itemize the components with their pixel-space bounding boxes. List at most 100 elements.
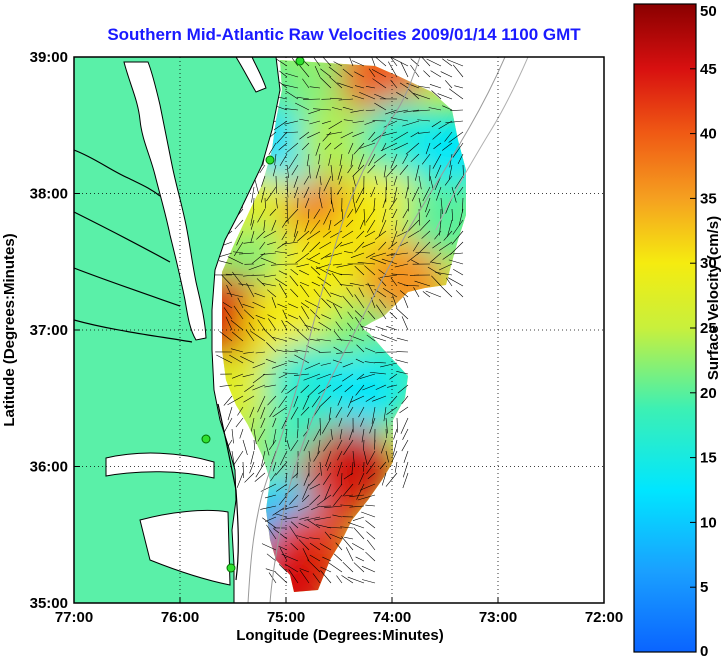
velocity-vector bbox=[452, 219, 464, 235]
velocity-vector bbox=[356, 230, 365, 239]
velocity-vector bbox=[272, 417, 277, 428]
colorbar-tick-label: 40 bbox=[700, 126, 717, 143]
velocity-vector bbox=[302, 78, 310, 89]
velocity-vector bbox=[390, 277, 398, 287]
velocity-vector bbox=[368, 68, 376, 78]
velocity-vector bbox=[352, 131, 365, 137]
velocity-vector bbox=[391, 57, 409, 67]
velocity-vector bbox=[278, 494, 288, 506]
site-marker bbox=[265, 155, 275, 165]
velocity-vector bbox=[299, 118, 310, 122]
velocity-vector bbox=[227, 256, 244, 265]
velocity-vector bbox=[271, 219, 277, 231]
velocity-vector bbox=[345, 219, 354, 227]
velocity-vector bbox=[333, 61, 343, 67]
velocity-vector bbox=[291, 58, 299, 67]
velocity-vector bbox=[288, 337, 299, 342]
velocity-vector bbox=[266, 342, 277, 353]
velocity-vector bbox=[355, 197, 365, 214]
velocity-vector bbox=[271, 362, 288, 369]
velocity-vector bbox=[256, 230, 266, 240]
velocity-vector bbox=[381, 142, 387, 152]
velocity-vector bbox=[279, 547, 288, 562]
velocity-vector bbox=[369, 257, 387, 265]
velocity-vector bbox=[364, 265, 376, 276]
plot-area bbox=[74, 57, 604, 603]
velocity-vector bbox=[328, 562, 343, 573]
velocity-vector bbox=[250, 450, 255, 465]
velocity-vector bbox=[282, 505, 299, 510]
velocity-vector bbox=[299, 65, 310, 78]
velocity-vector bbox=[371, 69, 387, 78]
velocity-vector bbox=[268, 439, 277, 451]
velocity-vector bbox=[322, 230, 332, 238]
velocity-vector bbox=[319, 77, 332, 89]
velocity-vector bbox=[389, 311, 398, 320]
velocity-vector bbox=[390, 252, 409, 256]
velocity-vector bbox=[221, 274, 233, 287]
velocity-vector bbox=[347, 322, 354, 331]
velocity-vector bbox=[458, 208, 464, 226]
velocity-vector bbox=[392, 295, 398, 309]
velocity-vector bbox=[307, 559, 321, 573]
velocity-vector bbox=[290, 521, 299, 529]
velocity-vector bbox=[338, 98, 354, 101]
velocity-vector bbox=[340, 241, 354, 247]
velocity-vector bbox=[301, 494, 310, 502]
velocity-vector bbox=[336, 439, 343, 450]
velocity-vector bbox=[343, 472, 354, 480]
velocity-vector bbox=[429, 252, 442, 263]
velocity-vector bbox=[365, 252, 376, 259]
velocity-vector bbox=[385, 109, 398, 115]
velocity-vector bbox=[342, 68, 354, 78]
velocity-vector bbox=[282, 241, 299, 245]
velocity-vector bbox=[289, 275, 299, 287]
velocity-vector bbox=[412, 109, 431, 112]
velocity-vector bbox=[306, 153, 310, 167]
velocity-vector bbox=[254, 292, 266, 298]
velocity-vector bbox=[298, 522, 310, 529]
velocity-vector bbox=[232, 251, 244, 254]
velocity-vector bbox=[318, 321, 332, 331]
velocity-vector bbox=[383, 120, 398, 128]
velocity-vector bbox=[296, 96, 310, 100]
velocity-vector bbox=[310, 309, 321, 320]
velocity-vector bbox=[354, 241, 365, 253]
velocity-vector bbox=[378, 219, 387, 236]
velocity-vector bbox=[407, 252, 420, 263]
velocity-vector bbox=[275, 197, 278, 209]
chart-title: Southern Mid-Atlantic Raw Velocities 200… bbox=[107, 25, 581, 44]
velocity-vector bbox=[219, 331, 233, 342]
velocity-vector bbox=[357, 153, 365, 170]
velocity-vector bbox=[236, 472, 244, 488]
velocity-vector bbox=[326, 461, 332, 471]
velocity-vector bbox=[367, 282, 376, 298]
velocity-vector bbox=[362, 241, 376, 248]
velocity-vector bbox=[233, 241, 244, 257]
velocity-vector bbox=[450, 241, 464, 255]
velocity-vector bbox=[338, 273, 354, 276]
velocity-vector bbox=[371, 406, 376, 424]
velocity-vector bbox=[442, 58, 453, 67]
velocity-vector bbox=[364, 120, 376, 125]
velocity-vector bbox=[219, 384, 233, 387]
velocity-vector bbox=[341, 536, 354, 551]
velocity-vector bbox=[265, 358, 277, 364]
velocity-vector bbox=[309, 252, 321, 260]
velocity-vector bbox=[358, 406, 365, 418]
velocity-vector bbox=[330, 164, 334, 182]
velocity-vector bbox=[343, 439, 354, 456]
velocity-vector bbox=[237, 297, 244, 309]
velocity-vector bbox=[303, 175, 310, 185]
x-axis: 77:00 76:00 75:00 74:00 73:00 72:00 bbox=[55, 597, 623, 626]
velocity-vector bbox=[293, 175, 299, 188]
velocity-vector bbox=[336, 186, 343, 195]
velocity-vector bbox=[355, 186, 365, 204]
velocity-vector bbox=[282, 84, 299, 89]
velocity-vector bbox=[367, 310, 376, 320]
velocity-vector bbox=[446, 59, 464, 67]
velocity-vector bbox=[356, 344, 365, 353]
velocity-vector bbox=[325, 252, 343, 258]
velocity-vector bbox=[337, 82, 354, 89]
velocity-vector bbox=[333, 346, 343, 353]
